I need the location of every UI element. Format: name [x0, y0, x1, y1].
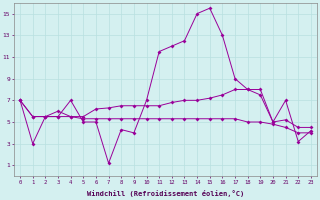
X-axis label: Windchill (Refroidissement éolien,°C): Windchill (Refroidissement éolien,°C): [87, 190, 244, 197]
